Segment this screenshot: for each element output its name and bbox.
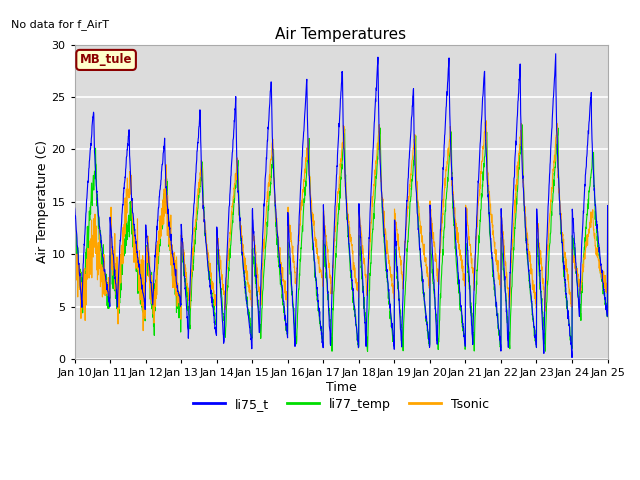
X-axis label: Time: Time (326, 381, 356, 394)
Y-axis label: Air Temperature (C): Air Temperature (C) (36, 140, 49, 263)
Title: Air Temperatures: Air Temperatures (275, 27, 406, 42)
Text: No data for f_AirT: No data for f_AirT (10, 19, 109, 30)
Text: MB_tule: MB_tule (80, 53, 132, 66)
Legend: li75_t, li77_temp, Tsonic: li75_t, li77_temp, Tsonic (188, 393, 493, 416)
